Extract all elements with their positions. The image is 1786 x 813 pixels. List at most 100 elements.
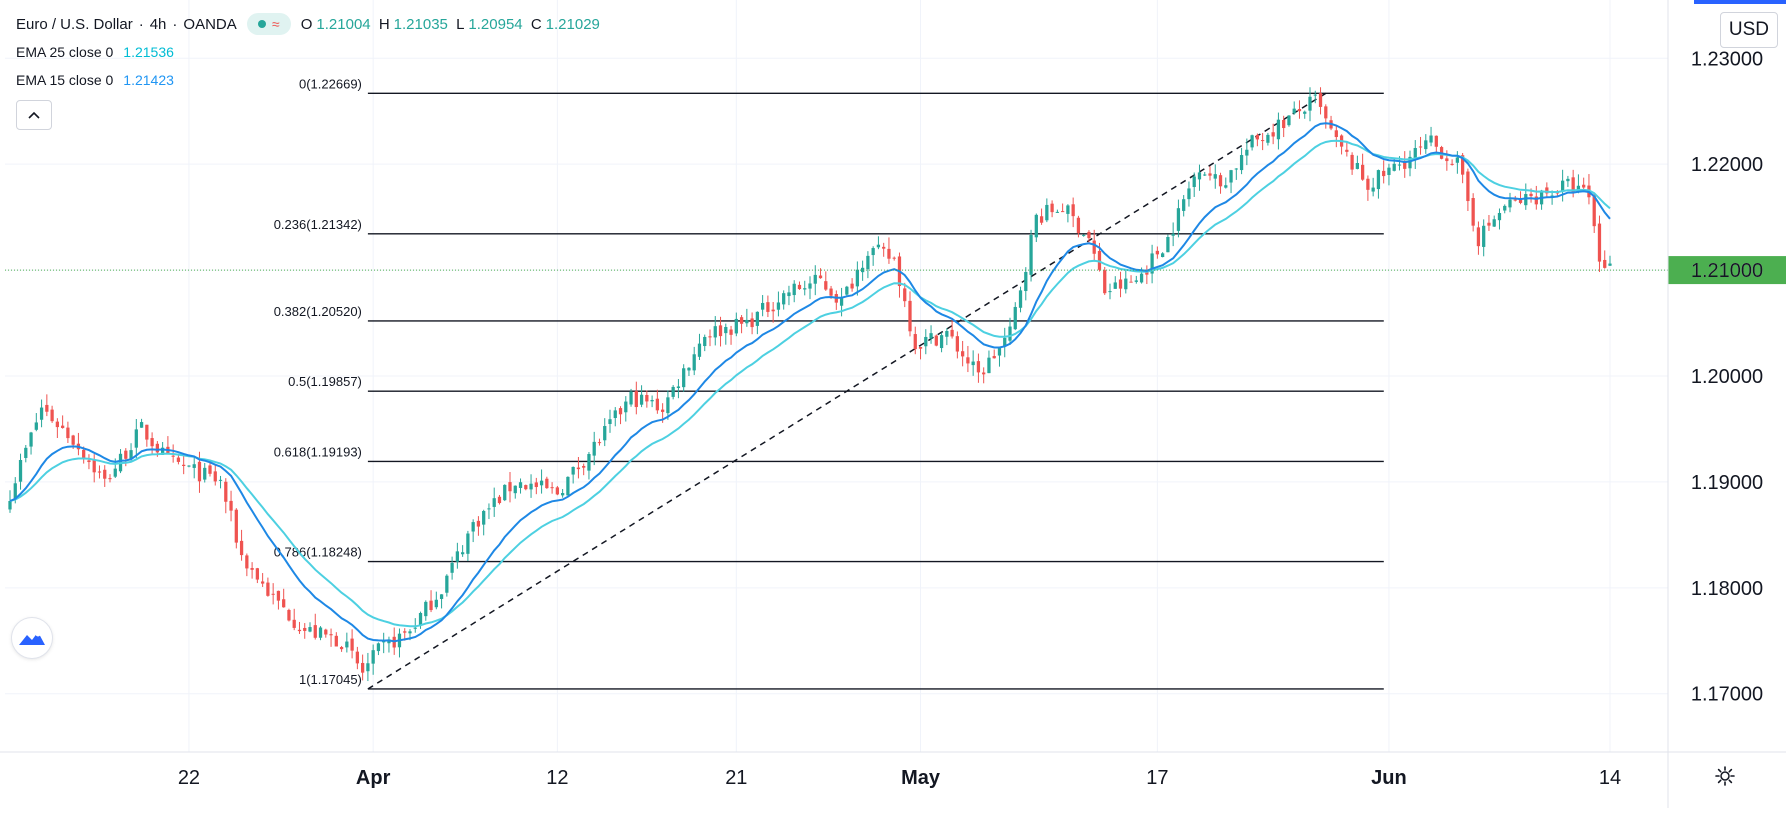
- candle-body: [145, 424, 149, 440]
- candle: [871, 246, 875, 266]
- ema-25-line[interactable]: [9, 139, 1611, 628]
- price-line-group: 1.21000: [5, 256, 1786, 285]
- candle-body: [718, 325, 723, 337]
- indicator-ema25[interactable]: EMA 25 close 0 1.21536: [16, 38, 604, 66]
- candle-body: [1503, 205, 1507, 211]
- candle-body: [1139, 273, 1144, 283]
- candle: [1292, 101, 1296, 115]
- candle: [434, 591, 438, 610]
- logo-mark-icon: [19, 631, 45, 645]
- symbol-title[interactable]: Euro / U.S. Dollar: [16, 15, 133, 33]
- candle: [1124, 269, 1128, 294]
- candle: [1297, 100, 1302, 119]
- candle-body: [1292, 108, 1296, 114]
- candle: [61, 415, 65, 429]
- candle-body: [1255, 134, 1259, 140]
- candle-body: [1050, 203, 1054, 213]
- candle-body: [308, 627, 312, 632]
- fib-level-label: 1(1.17045): [299, 672, 362, 687]
- candle-body: [1266, 134, 1270, 143]
- candle: [1366, 175, 1370, 201]
- candle-body: [471, 522, 475, 532]
- candle-body: [824, 281, 828, 290]
- currency-button[interactable]: USD: [1719, 12, 1778, 48]
- x-tick-label: 14: [1599, 767, 1621, 789]
- candle-body: [1545, 187, 1549, 194]
- candle-body: [550, 487, 554, 489]
- candle: [439, 594, 444, 609]
- candle: [1129, 275, 1133, 283]
- market-status-pill[interactable]: ≈: [246, 13, 291, 35]
- candle-body: [1324, 106, 1328, 119]
- high-value: 1.21035: [393, 15, 448, 33]
- candle-body: [39, 407, 44, 420]
- candle: [787, 285, 791, 306]
- high-label: H: [378, 15, 390, 33]
- candle-body: [1550, 195, 1554, 197]
- candle: [255, 567, 259, 584]
- indicator-name: EMA 15 close 0: [16, 72, 114, 88]
- indicator-ema15[interactable]: EMA 15 close 0 1.21423: [16, 66, 604, 94]
- candle-body: [1455, 157, 1459, 163]
- candle: [866, 251, 870, 279]
- tradingview-logo-icon[interactable]: [12, 618, 52, 658]
- candle: [882, 242, 886, 257]
- candle-body: [466, 533, 470, 554]
- candle: [145, 424, 149, 447]
- candle: [1008, 317, 1012, 345]
- candle-body: [439, 594, 444, 599]
- y-tick-label: 1.20000: [1691, 366, 1763, 388]
- candle: [1013, 302, 1017, 331]
- close-label: C: [530, 15, 542, 33]
- collapse-legend-button[interactable]: [16, 100, 52, 130]
- candle: [239, 529, 244, 561]
- candle-body: [182, 464, 186, 466]
- candle: [608, 409, 612, 433]
- candle-body: [429, 600, 433, 611]
- candle: [918, 346, 923, 360]
- candle-body: [792, 283, 796, 296]
- candle-body: [587, 454, 591, 471]
- candle: [1024, 267, 1028, 301]
- candle: [755, 311, 759, 335]
- y-tick-label: 1.21000: [1691, 260, 1763, 282]
- candle-body: [250, 568, 254, 570]
- candle-body: [708, 336, 712, 338]
- candle: [355, 646, 359, 670]
- candle-body: [276, 590, 281, 601]
- fib-trend-line[interactable]: [367, 92, 1327, 690]
- candle-body: [1087, 231, 1091, 239]
- candle: [1382, 160, 1386, 184]
- timeframe[interactable]: 4h: [149, 15, 167, 33]
- candle-body: [476, 520, 481, 527]
- candle-body: [418, 612, 423, 626]
- candle: [1508, 192, 1512, 213]
- candle: [1287, 115, 1291, 127]
- candle: [713, 316, 717, 346]
- candle: [276, 590, 281, 610]
- candle: [1224, 177, 1228, 189]
- candle-body: [155, 443, 159, 453]
- candle-body: [261, 581, 265, 584]
- candle: [1234, 168, 1238, 180]
- candle-body: [1008, 326, 1012, 341]
- candle: [761, 295, 765, 317]
- candle: [1534, 185, 1538, 210]
- settings-gear-icon[interactable]: [1714, 765, 1736, 787]
- candle: [371, 644, 375, 675]
- candle: [476, 516, 481, 536]
- candle: [387, 636, 391, 653]
- candle-body: [8, 500, 12, 510]
- candle: [1324, 104, 1328, 129]
- candle-body: [1518, 200, 1523, 203]
- candle-body: [508, 482, 512, 492]
- candle: [708, 329, 712, 347]
- candle: [534, 477, 538, 495]
- candle-body: [703, 336, 707, 347]
- candle: [1192, 172, 1196, 197]
- candle: [1197, 164, 1202, 191]
- ema-15-line[interactable]: [9, 122, 1611, 643]
- candle-body: [203, 467, 207, 480]
